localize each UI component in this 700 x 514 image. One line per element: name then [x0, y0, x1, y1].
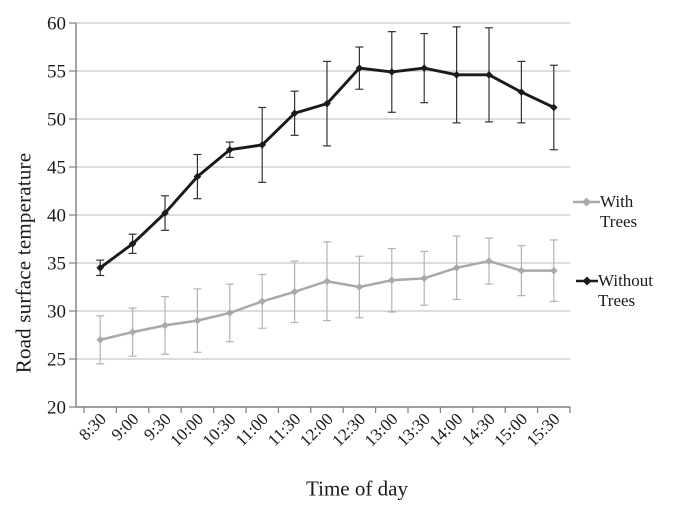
legend-item-with-trees: With Trees [573, 192, 664, 232]
data-point-marker [161, 321, 169, 330]
y-tick-label: 25 [47, 350, 66, 371]
x-tick-label: 14:30 [458, 409, 499, 450]
data-point-marker [517, 88, 526, 96]
legend-item-without-trees: Without Trees [576, 271, 662, 311]
without-trees-marker-icon [576, 276, 598, 286]
legend-label-with-trees: With Trees [600, 192, 638, 231]
y-tick-label: 40 [47, 206, 66, 227]
x-tick-label: 15:30 [523, 409, 564, 450]
x-tick-label: 13:30 [393, 409, 434, 450]
data-point-marker [258, 141, 266, 149]
data-point-marker [290, 109, 299, 118]
x-tick-label: 8:30 [75, 409, 110, 444]
x-tick-label: 12:30 [328, 409, 369, 450]
data-point-marker [420, 274, 428, 283]
data-point-marker [323, 99, 331, 108]
data-point-marker [355, 283, 364, 291]
data-point-marker [550, 266, 558, 275]
data-point-marker [290, 288, 299, 296]
x-tick-label: 11:00 [232, 409, 272, 449]
x-tick-label: 9:00 [108, 409, 143, 444]
x-axis-title: Time of day [306, 476, 408, 501]
data-point-marker [388, 68, 396, 76]
y-tick-label: 50 [47, 110, 66, 131]
x-tick-label: 10:00 [166, 409, 207, 450]
data-point-marker [517, 266, 526, 275]
data-point-marker [128, 240, 137, 248]
data-point-marker [161, 209, 169, 217]
data-point-marker [388, 276, 396, 285]
data-point-marker [420, 64, 428, 72]
data-point-marker [485, 257, 493, 265]
data-point-marker [226, 309, 234, 317]
x-tick-label: 11:30 [264, 409, 304, 449]
data-point-marker [258, 297, 266, 306]
data-point-marker [452, 71, 461, 79]
y-tick-label: 45 [47, 158, 66, 179]
y-axis-title: Road surface temperature [11, 152, 36, 374]
data-point-marker [128, 328, 137, 336]
data-point-marker [96, 336, 104, 344]
y-tick-label: 30 [47, 302, 66, 323]
data-point-marker [193, 316, 202, 325]
data-point-marker [485, 71, 493, 79]
x-tick-label: 10:30 [199, 409, 240, 450]
y-tick-label: 35 [47, 254, 66, 275]
y-tick-label: 55 [47, 62, 66, 83]
data-point-marker [323, 277, 331, 286]
y-tick-label: 60 [47, 14, 66, 35]
y-tick-label: 20 [47, 398, 66, 419]
data-point-marker [452, 264, 461, 272]
data-point-marker [96, 264, 104, 272]
with-trees-marker-icon [573, 197, 600, 207]
x-tick-label: 14:00 [426, 409, 467, 450]
data-point-marker [226, 145, 234, 154]
data-point-marker [550, 103, 558, 112]
x-tick-label: 12:00 [296, 409, 337, 450]
data-point-marker [193, 172, 202, 181]
data-point-marker [355, 64, 364, 72]
legend-label-without-trees: Without Trees [598, 271, 654, 310]
x-tick-label: 15:00 [490, 409, 531, 450]
x-tick-label: 13:00 [361, 409, 402, 450]
